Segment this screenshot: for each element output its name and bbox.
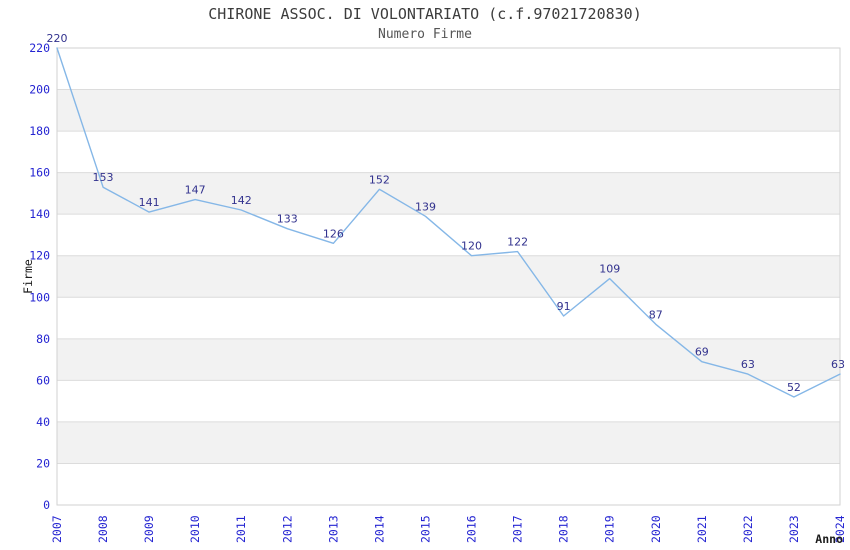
x-tick-label: 2010: [188, 515, 202, 543]
value-label: 63: [831, 358, 845, 371]
x-tick-label: 2024: [833, 515, 847, 543]
x-tick-label: 2015: [418, 515, 432, 543]
x-tick-label: 2019: [603, 515, 617, 543]
value-label: 122: [507, 236, 528, 249]
grid-band: [57, 89, 840, 132]
x-tick-label: 2008: [96, 515, 110, 543]
value-label: 139: [415, 200, 436, 213]
y-axis-title: Firme: [21, 259, 35, 294]
x-tick-label: 2007: [50, 515, 64, 543]
y-tick-label: 140: [29, 207, 50, 221]
series-line: [56, 47, 841, 398]
y-tick-label: 200: [29, 83, 50, 97]
value-label: 52: [787, 381, 801, 394]
value-label: 141: [139, 196, 160, 209]
x-axis-title: Anno: [815, 532, 843, 546]
chart-title: CHIRONE ASSOC. DI VOLONTARIATO (c.f.9702…: [208, 5, 642, 23]
y-tick-label: 80: [36, 332, 50, 346]
chart-subtitle: Numero Firme: [378, 27, 472, 42]
x-tick-label: 2013: [326, 515, 340, 543]
x-tick-label: 2022: [741, 515, 755, 543]
value-label: 63: [741, 358, 755, 371]
x-tick-label: 2020: [649, 515, 663, 543]
y-tick-label: 160: [29, 166, 50, 180]
x-tick-label: 2023: [787, 515, 801, 543]
y-tick-label: 60: [36, 373, 50, 387]
y-tick-label: 180: [29, 124, 50, 138]
value-label: 153: [93, 171, 114, 184]
value-label: 109: [599, 263, 620, 276]
grid-band: [57, 338, 840, 381]
plot-border: [56, 47, 841, 506]
x-tick-label: 2016: [465, 515, 479, 543]
value-label: 120: [461, 240, 482, 253]
x-tick-label: 2014: [372, 515, 386, 543]
value-label: 126: [323, 227, 344, 240]
value-label: 142: [231, 194, 252, 207]
x-tick-label: 2021: [695, 515, 709, 543]
y-tick-label: 120: [29, 249, 50, 263]
value-label: 220: [47, 32, 68, 45]
value-label: 91: [557, 300, 571, 313]
value-label: 69: [695, 346, 709, 359]
y-tick-label: 220: [29, 41, 50, 55]
x-tick-label: 2012: [280, 515, 294, 543]
grid-band: [57, 172, 840, 215]
value-label: 133: [277, 213, 298, 226]
y-tick-label: 40: [36, 415, 50, 429]
y-tick-label: 0: [43, 498, 50, 512]
x-tick-label: 2017: [511, 515, 525, 543]
y-tick-label: 20: [36, 456, 50, 470]
value-label: 87: [649, 308, 663, 321]
grid-band: [57, 255, 840, 298]
y-tick-label: 100: [29, 290, 50, 304]
x-tick-label: 2018: [557, 515, 571, 543]
grid-band: [57, 421, 840, 464]
x-tick-label: 2011: [234, 515, 248, 543]
value-label: 152: [369, 173, 390, 186]
value-label: 147: [185, 184, 206, 197]
x-tick-label: 2009: [142, 515, 156, 543]
